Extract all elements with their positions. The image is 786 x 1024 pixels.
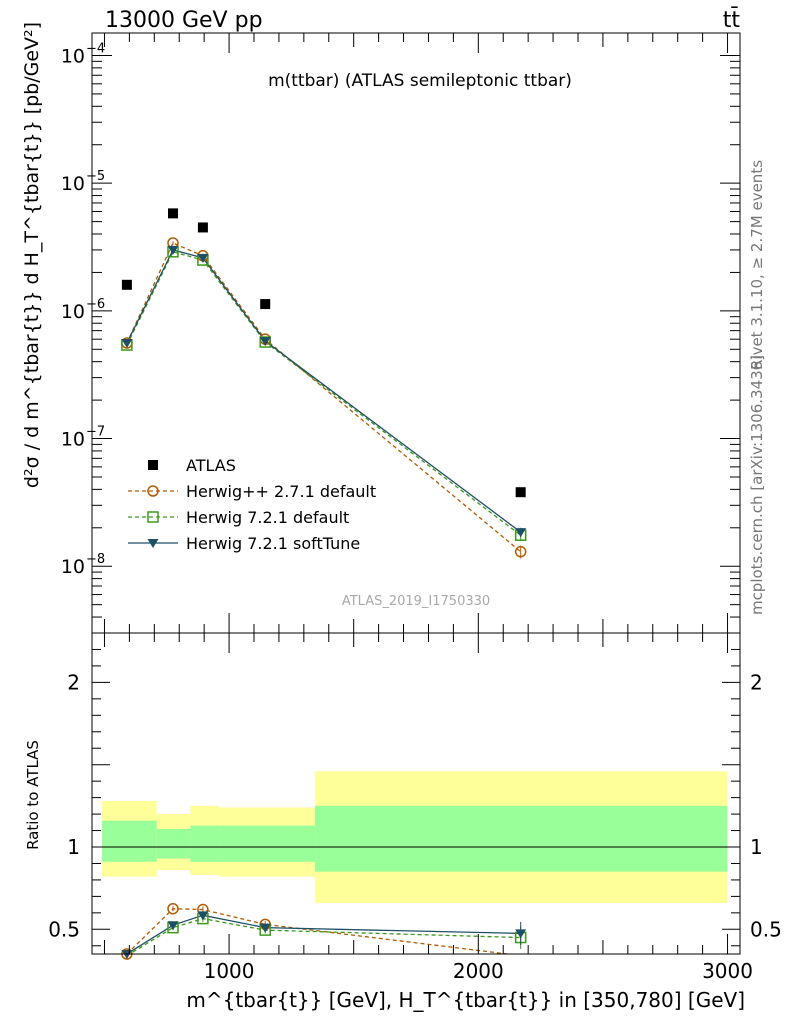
- lower-axis-ticks: 0.5 0.5 1 1 2 2 1000 2000 3000: [48, 633, 782, 983]
- green-band: [156, 828, 191, 859]
- legend-label: Herwig++ 2.7.1 default: [186, 482, 376, 501]
- green-band: [190, 825, 220, 862]
- data-point: [515, 487, 526, 498]
- series-line: [128, 917, 521, 954]
- y-tick-label: 10: [61, 173, 85, 195]
- y-tick-label: 10: [61, 45, 85, 67]
- lower-panel: 0.5 0.5 1 1 2 2 1000 2000 3000 Ratio to ATLAS m^…: [24, 632, 782, 1012]
- lower-frame: [91, 632, 741, 955]
- upper-axis-ticks: 10−810−710−610−510−4: [61, 33, 740, 634]
- energy-label: 13000 GeV pp: [105, 8, 263, 33]
- process-label: tt̄: [723, 7, 741, 33]
- upper-panel: 10−810−710−610−510−4 m(ttbar) (ATLAS sem…: [21, 22, 741, 634]
- legend: ATLAS Herwig++ 2.7.1 default Herwig 7.2.1 …: [128, 456, 376, 553]
- y-tick-exponent: −6: [86, 297, 105, 312]
- ratio-y-tick-label: 0.5: [48, 917, 80, 941]
- circle-marker: [167, 902, 179, 915]
- triangle-marker: [197, 911, 209, 921]
- square-marker: [147, 511, 159, 523]
- ratio-y-tick-label: 1: [67, 835, 80, 859]
- triangle-marker: [259, 923, 271, 933]
- circle-marker: [147, 485, 159, 497]
- green-band: [219, 825, 316, 862]
- data-point: [168, 208, 178, 219]
- lower-series-points: [121, 902, 527, 960]
- legend-label: Herwig 7.2.1 softTune: [186, 534, 360, 553]
- triangle-marker: [147, 539, 159, 548]
- triangle-marker: [259, 337, 271, 347]
- x-tick-label: 2000: [453, 959, 504, 983]
- ratio-y-tick-label-right: 0.5: [750, 917, 782, 941]
- ratio-y-tick-label-right: 1: [750, 835, 763, 859]
- y-tick-exponent: −4: [86, 41, 105, 56]
- lower-series-lines: [126, 908, 521, 954]
- series-line: [126, 914, 521, 954]
- data-point: [260, 299, 271, 310]
- upper-series-points: [121, 208, 527, 559]
- series-line: [126, 242, 522, 553]
- ratio-y-axis-label: Ratio to ATLAS: [24, 740, 42, 850]
- triangle-marker: [167, 921, 179, 931]
- y-tick-label: 10: [61, 301, 85, 323]
- data-point: [121, 279, 132, 290]
- data-point: [148, 460, 158, 470]
- upper-y-axis-label: d²σ / d m^{tbar{t}} d H_T^{tbar{t}} [pb/…: [21, 22, 43, 488]
- analysis-watermark: ATLAS_2019_I1750330: [342, 594, 490, 609]
- y-tick-exponent: −5: [86, 169, 105, 184]
- data-point: [197, 222, 208, 233]
- y-tick-label: 10: [61, 429, 85, 451]
- y-tick-exponent: −8: [86, 552, 105, 567]
- rivet-version-label: Rivet 3.1.10, ≥ 2.7M events: [748, 160, 766, 370]
- ratio-y-tick-label-right: 2: [750, 670, 763, 694]
- legend-label: Herwig 7.2.1 default: [186, 508, 349, 527]
- square-marker: [259, 336, 271, 348]
- legend-label: ATLAS: [186, 456, 236, 475]
- chart-title: m(ttbar) (ATLAS semileptonic ttbar): [268, 71, 572, 91]
- x-tick-label: 3000: [702, 959, 753, 983]
- upper-series-lines: [126, 242, 522, 553]
- mcplots-label: mcplots.cern.ch [arXiv:1306.3436]: [748, 355, 766, 615]
- y-tick-label: 10: [61, 556, 85, 578]
- x-tick-label: 1000: [204, 959, 255, 983]
- green-band: [315, 805, 728, 872]
- triangle-marker: [515, 528, 527, 538]
- triangle-marker: [515, 929, 527, 939]
- ratio-y-tick-label: 2: [67, 670, 80, 694]
- x-axis-label: m^{tbar{t}} [GeV], H_T^{tbar{t}} in [350…: [186, 988, 745, 1012]
- y-tick-exponent: −7: [86, 425, 105, 440]
- triangle-marker: [197, 253, 209, 263]
- triangle-marker: [121, 339, 133, 349]
- circle-marker: [514, 545, 527, 558]
- ratio-uncertainty-bands: [101, 771, 728, 903]
- triangle-marker: [167, 245, 179, 255]
- green-band: [101, 820, 157, 862]
